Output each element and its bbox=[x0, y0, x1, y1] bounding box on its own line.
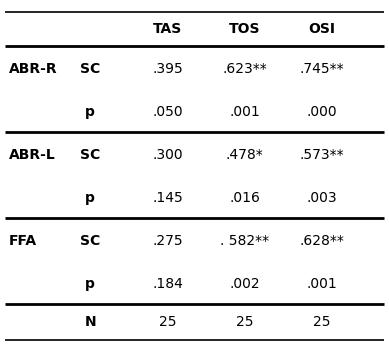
Text: .623**: .623** bbox=[223, 62, 267, 76]
Text: .628**: .628** bbox=[300, 234, 344, 248]
Text: SC: SC bbox=[80, 149, 100, 162]
Text: SC: SC bbox=[80, 62, 100, 76]
Text: .145: .145 bbox=[152, 191, 183, 205]
Text: .002: .002 bbox=[230, 277, 260, 291]
Text: .395: .395 bbox=[152, 62, 183, 76]
Text: p: p bbox=[85, 277, 95, 291]
Text: .050: .050 bbox=[152, 105, 183, 119]
Text: FFA: FFA bbox=[9, 234, 37, 248]
Text: .745**: .745** bbox=[300, 62, 344, 76]
Text: SC: SC bbox=[80, 234, 100, 248]
Text: .573**: .573** bbox=[300, 149, 344, 162]
Text: .001: .001 bbox=[307, 277, 337, 291]
Text: . 582**: . 582** bbox=[220, 234, 269, 248]
Text: .001: .001 bbox=[230, 105, 260, 119]
Text: .000: .000 bbox=[307, 105, 337, 119]
Text: OSI: OSI bbox=[308, 22, 335, 36]
Text: .275: .275 bbox=[152, 234, 183, 248]
Text: ABR-L: ABR-L bbox=[9, 149, 56, 162]
Text: .300: .300 bbox=[152, 149, 183, 162]
Text: ABR-R: ABR-R bbox=[9, 62, 58, 76]
Text: p: p bbox=[85, 105, 95, 119]
Text: 25: 25 bbox=[313, 315, 331, 329]
Text: .184: .184 bbox=[152, 277, 183, 291]
Text: 25: 25 bbox=[236, 315, 254, 329]
Text: TAS: TAS bbox=[153, 22, 182, 36]
Text: 25: 25 bbox=[159, 315, 176, 329]
Text: N: N bbox=[84, 315, 96, 329]
Text: .016: .016 bbox=[229, 191, 260, 205]
Text: .478*: .478* bbox=[226, 149, 264, 162]
Text: .003: .003 bbox=[307, 191, 337, 205]
Text: p: p bbox=[85, 191, 95, 205]
Text: TOS: TOS bbox=[229, 22, 261, 36]
